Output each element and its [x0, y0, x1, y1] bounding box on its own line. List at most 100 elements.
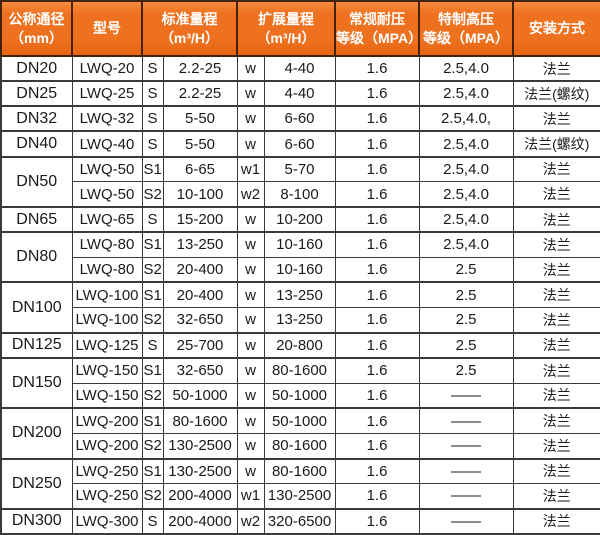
- table-row: DN50 LWQ-50 S1 6-65 w1 5-70 1.6 2.5,4.0 法兰: [0, 155, 600, 208]
- model-cell: LWQ-250: [71, 483, 143, 510]
- high-pressure-rating-cell: 2.5,4.0: [418, 130, 514, 158]
- high-pressure-rating-cell: 2.5: [418, 256, 514, 283]
- header-extended-range: 扩展量程 （m³/H）: [236, 0, 336, 57]
- header-model: 型号: [71, 0, 143, 57]
- extended-grade-cell: w1: [236, 155, 265, 183]
- model-cell: LWQ-125: [71, 331, 143, 359]
- table-row: LWQ-250 S2 200-4000 w1 130-2500 1.6 —— 法兰: [1, 483, 600, 510]
- model-cell: LWQ-300: [71, 507, 143, 535]
- extended-grade-cell: w1: [236, 483, 265, 510]
- table-row: DN20 LWQ-20 S 2.2-25 w 4-40 1.6 2.5,4.0 法兰: [0, 54, 600, 82]
- standard-grade-cell: S1: [141, 407, 164, 434]
- extended-grade-cell: w2: [236, 181, 265, 208]
- pressure-rating-cell: 1.6: [334, 331, 420, 359]
- standard-grade-cell: S2: [141, 307, 164, 334]
- standard-grade-cell: S1: [141, 231, 164, 258]
- installation-cell: 法兰: [512, 105, 600, 132]
- diameter-cell: DN32: [0, 105, 73, 132]
- standard-range-cell: 15-200: [162, 205, 238, 233]
- header-standard-range: 标准量程 （m³/H）: [141, 0, 238, 57]
- diameter-cell: DN50: [0, 155, 73, 208]
- pressure-rating-cell: 1.6: [334, 105, 420, 132]
- extended-range-cell: 80-1600: [263, 356, 336, 384]
- standard-range-cell: 13-250: [162, 231, 238, 258]
- extended-grade-cell: w: [236, 54, 265, 82]
- extended-range-cell: 50-1000: [263, 382, 336, 409]
- model-cell: LWQ-200: [71, 432, 143, 460]
- standard-range-cell: 20-400: [162, 281, 238, 309]
- standard-grade-cell: S: [141, 331, 164, 359]
- extended-grade-cell: w: [236, 307, 265, 334]
- table-row: DN40 LWQ-40 S 5-50 w 6-60 1.6 2.5,4.0 法兰(螺纹): [0, 130, 600, 158]
- model-cell: LWQ-65: [71, 205, 143, 233]
- high-pressure-rating-cell: 2.5: [418, 307, 514, 334]
- high-pressure-rating-cell: 2.5,4.0: [418, 231, 514, 258]
- standard-grade-cell: S2: [141, 432, 164, 460]
- header-special-high-pressure: 特制高压 等级（MPA）: [418, 0, 514, 57]
- model-cell: LWQ-80: [71, 231, 143, 258]
- pressure-rating-cell: 1.6: [334, 181, 420, 208]
- diameter-cell: DN125: [0, 331, 73, 359]
- standard-grade-cell: S: [141, 105, 164, 132]
- pressure-rating-cell: 1.6: [334, 483, 420, 510]
- standard-grade-cell: S: [141, 130, 164, 158]
- installation-cell: 法兰(螺纹): [512, 130, 600, 158]
- standard-range-cell: 32-650: [162, 356, 238, 384]
- pressure-rating-cell: 1.6: [334, 130, 420, 158]
- standard-grade-cell: S1: [141, 457, 164, 485]
- extended-range-cell: 6-60: [263, 105, 336, 132]
- extended-range-cell: 13-250: [263, 281, 336, 309]
- extended-grade-cell: w: [236, 331, 265, 359]
- extended-range-cell: 20-800: [263, 331, 336, 359]
- high-pressure-rating-cell: 2.5,4.0: [418, 155, 514, 183]
- model-cell: LWQ-100: [71, 307, 143, 334]
- installation-cell: 法兰: [512, 432, 600, 460]
- installation-cell: 法兰(螺纹): [512, 80, 600, 107]
- extended-range-cell: 8-100: [263, 181, 336, 208]
- model-cell: LWQ-250: [71, 457, 143, 485]
- header-nominal-diameter: 公称通径 （mm）: [0, 0, 73, 57]
- pressure-rating-cell: 1.6: [334, 382, 420, 409]
- high-pressure-rating-cell: 2.5,4.0: [418, 181, 514, 208]
- table-row: DN80 LWQ-80 S1 13-250 w 10-160 1.6 2.5,4.0 法兰: [0, 231, 600, 283]
- installation-cell: 法兰: [512, 307, 600, 334]
- table-row: DN65 LWQ-65 S 15-200 w 10-200 1.6 2.5,4.0 法兰: [0, 205, 600, 233]
- diameter-cell: DN150: [0, 356, 73, 409]
- installation-cell: 法兰: [512, 407, 600, 434]
- high-pressure-rating-cell: ——: [418, 382, 514, 409]
- installation-cell: 法兰: [512, 181, 600, 208]
- installation-cell: 法兰: [512, 155, 600, 183]
- standard-range-cell: 5-50: [162, 130, 238, 158]
- extended-range-cell: 4-40: [263, 54, 336, 82]
- table-row: LWQ-50 S2 10-100 w2 8-100 1.6 2.5,4.0 法兰: [1, 181, 600, 208]
- diameter-cell: DN20: [0, 54, 73, 82]
- extended-range-cell: 50-1000: [263, 407, 336, 434]
- standard-range-cell: 200-4000: [162, 507, 238, 535]
- pressure-rating-cell: 1.6: [334, 432, 420, 460]
- table-row: DN200 LWQ-200 S1 80-1600 w 50-1000 1.6 —— 法兰: [0, 407, 600, 460]
- standard-range-cell: 10-100: [162, 181, 238, 208]
- extended-range-cell: 6-60: [263, 130, 336, 158]
- table-row: LWQ-150 S2 50-1000 w 50-1000 1.6 —— 法兰: [1, 382, 600, 409]
- extended-grade-cell: w: [236, 432, 265, 460]
- extended-grade-cell: w: [236, 130, 265, 158]
- extended-grade-cell: w: [236, 231, 265, 258]
- standard-range-cell: 20-400: [162, 256, 238, 283]
- high-pressure-rating-cell: ——: [418, 407, 514, 434]
- pressure-rating-cell: 1.6: [334, 356, 420, 384]
- extended-grade-cell: w: [236, 205, 265, 233]
- table-row: DN32 LWQ-32 S 5-50 w 6-60 1.6 2.5,4.0, 法兰: [0, 105, 600, 132]
- pressure-rating-cell: 1.6: [334, 54, 420, 82]
- installation-cell: 法兰: [512, 382, 600, 409]
- standard-grade-cell: S: [141, 205, 164, 233]
- header-normal-pressure: 常规耐压 等级（MPA）: [334, 0, 422, 57]
- pressure-rating-cell: 1.6: [334, 205, 420, 233]
- model-cell: LWQ-40: [71, 130, 143, 158]
- extended-range-cell: 80-1600: [263, 457, 336, 485]
- standard-range-cell: 80-1600: [162, 407, 238, 434]
- header-row: 公称通径 （mm） 型号 标准量程 （m³/H） 扩展量程 （m³/H） 常规耐…: [0, 0, 600, 57]
- extended-grade-cell: w: [236, 256, 265, 283]
- standard-grade-cell: S2: [141, 256, 164, 283]
- table-row: DN125 LWQ-125 S 25-700 w 20-800 1.6 2.5 法兰: [0, 331, 600, 359]
- high-pressure-rating-cell: 2.5,4.0: [418, 80, 514, 107]
